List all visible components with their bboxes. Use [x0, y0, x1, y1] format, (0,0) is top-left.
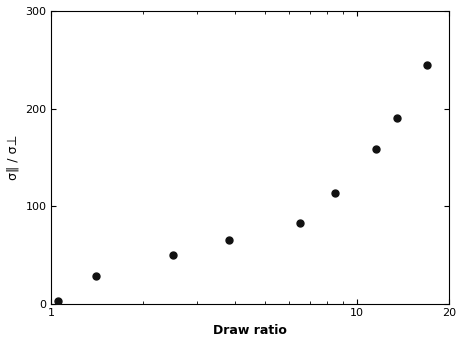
- Point: [93, 273, 100, 279]
- Point: [393, 116, 400, 121]
- X-axis label: Draw ratio: Draw ratio: [213, 324, 287, 337]
- Point: [424, 62, 431, 67]
- Y-axis label: σ‖ / σ⊥: σ‖ / σ⊥: [7, 135, 20, 180]
- Point: [225, 237, 232, 243]
- Point: [169, 252, 177, 258]
- Point: [296, 220, 304, 225]
- Point: [372, 147, 379, 152]
- Point: [332, 191, 339, 196]
- Point: [54, 298, 62, 303]
